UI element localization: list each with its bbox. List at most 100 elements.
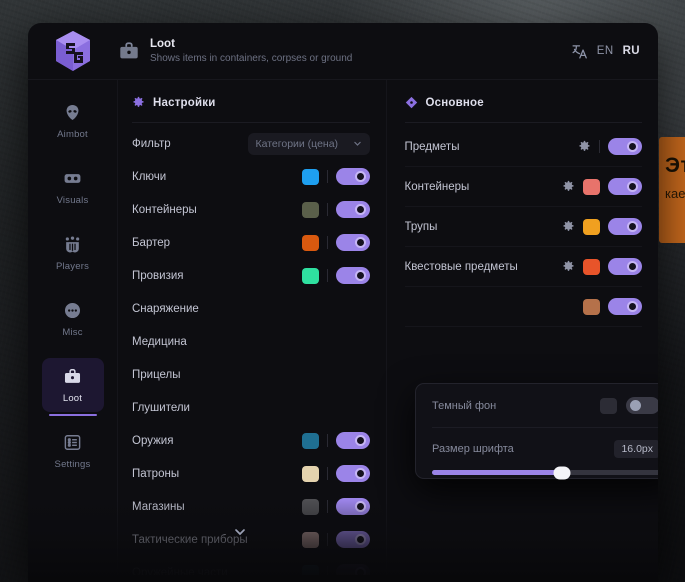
sidebar-item-aimbot[interactable]: Aimbot [42, 94, 104, 148]
color-swatch[interactable] [301, 168, 319, 185]
color-swatch[interactable] [301, 201, 319, 218]
sidebar-label-players: Players [55, 261, 90, 272]
filter-label: Фильтр [132, 137, 171, 150]
briefcase-icon [63, 367, 82, 386]
row-label: Квестовые предметы [404, 260, 518, 273]
loot-category-row: Снаряжение [132, 292, 370, 325]
notification-subtitle: кае [665, 186, 685, 201]
color-swatch[interactable] [302, 301, 319, 317]
slider-thumb[interactable] [553, 466, 571, 479]
color-swatch[interactable] [301, 267, 319, 284]
main-option-row: Контейнеры [404, 167, 642, 207]
alien-head-icon [63, 103, 82, 122]
color-swatch[interactable] [301, 531, 319, 548]
sidebar-item-settings[interactable]: Settings [42, 424, 104, 478]
diamond-icon [405, 96, 418, 109]
gear-icon[interactable] [562, 180, 575, 193]
goggles-icon [63, 169, 82, 188]
toggle-switch[interactable] [335, 201, 370, 218]
color-swatch[interactable] [301, 432, 319, 449]
settings-section-title: Настройки [153, 96, 216, 109]
divider [599, 140, 600, 153]
main-option-row: Предметы [404, 127, 642, 167]
row-label: Глушители [132, 401, 190, 414]
section-divider [404, 122, 642, 123]
color-swatch[interactable] [583, 178, 600, 195]
sidebar-item-players[interactable]: Players [42, 226, 104, 280]
divider [326, 203, 328, 216]
sidebar-item-visuals[interactable]: Visuals [42, 160, 104, 214]
row-label: Провизия [132, 269, 184, 282]
main-option-row: Трупы [404, 207, 642, 247]
toggle-switch[interactable] [335, 564, 370, 575]
loot-category-row: Бартер [132, 226, 370, 259]
sidebar: Aimbot Visuals [28, 80, 118, 575]
main-option-row: Квестовые предметы [404, 247, 642, 287]
window-body: Aimbot Visuals [28, 80, 658, 575]
toggle-switch[interactable] [335, 234, 370, 251]
loot-category-row: Глушители [132, 391, 370, 424]
color-swatch[interactable] [302, 367, 319, 383]
toggle-switch[interactable] [608, 258, 642, 275]
language-selector[interactable]: EN RU [571, 43, 640, 60]
briefcase-icon [118, 40, 140, 62]
toggle-switch[interactable] [335, 432, 370, 449]
toggle-switch[interactable] [335, 531, 370, 548]
color-swatch[interactable] [583, 218, 600, 235]
divider [326, 236, 328, 249]
appearance-popup: Темный фон Размер шрифта 16.0px [415, 383, 658, 479]
gear-icon[interactable] [578, 140, 591, 153]
color-swatch[interactable] [301, 498, 319, 515]
toggle-switch[interactable] [608, 138, 642, 155]
toggle-switch[interactable] [608, 178, 642, 195]
loot-category-row: Прицелы [132, 358, 370, 391]
toggle-switch[interactable] [608, 298, 642, 315]
filter-dropdown[interactable]: Категории (цена) [247, 132, 370, 155]
main-section-title: Основное [425, 96, 484, 109]
row-label: Предметы [404, 140, 460, 153]
color-swatch[interactable] [302, 400, 319, 416]
divider [327, 401, 328, 414]
language-option-ru[interactable]: RU [622, 45, 640, 57]
row-label: Ключи [132, 170, 167, 183]
toggle-switch[interactable] [608, 218, 642, 235]
color-swatch[interactable] [301, 234, 319, 251]
sidebar-label-visuals: Visuals [56, 195, 89, 206]
font-size-label: Размер шрифта [432, 443, 514, 455]
main-section-header: Основное [405, 96, 643, 122]
font-size-value[interactable]: 16.0px [614, 440, 658, 458]
toggle-switch[interactable] [335, 498, 370, 515]
dots-circle-icon [63, 301, 82, 320]
slider-fill [432, 470, 562, 475]
language-option-en[interactable]: EN [596, 45, 614, 57]
divider [326, 269, 328, 282]
loot-category-row: Медицина [132, 325, 370, 358]
dark-background-toggle[interactable] [626, 397, 658, 414]
gear-icon[interactable] [562, 260, 575, 273]
loot-category-row: Оружейные части [132, 556, 370, 575]
toggle-switch[interactable] [335, 267, 370, 284]
row-label: Трупы [404, 220, 438, 233]
row-label: Оружия [132, 434, 174, 447]
window-header: Loot Shows items in containers, corpses … [28, 23, 658, 80]
toggle-switch[interactable] [335, 465, 370, 482]
gear-icon[interactable] [562, 220, 575, 233]
toggle-switch[interactable] [335, 168, 370, 185]
page-subtitle: Shows items in containers, corpses or gr… [150, 52, 353, 64]
players-icon [63, 235, 82, 254]
color-swatch[interactable] [302, 334, 319, 350]
font-size-slider[interactable] [432, 466, 658, 479]
sidebar-label-aimbot: Aimbot [57, 129, 88, 140]
sidebar-item-misc[interactable]: Misc [42, 292, 104, 346]
color-swatch[interactable] [583, 298, 600, 315]
color-swatch[interactable] [301, 564, 319, 575]
sidebar-item-loot[interactable]: Loot [41, 358, 104, 416]
divider [326, 434, 328, 447]
color-swatch[interactable] [600, 397, 617, 414]
chevron-down-icon[interactable] [233, 525, 247, 539]
color-swatch[interactable] [583, 258, 600, 275]
sidebar-label-misc: Misc [62, 327, 83, 338]
notification-banner[interactable]: Эт кае [659, 137, 685, 243]
divider [327, 302, 328, 315]
color-swatch[interactable] [301, 465, 319, 482]
